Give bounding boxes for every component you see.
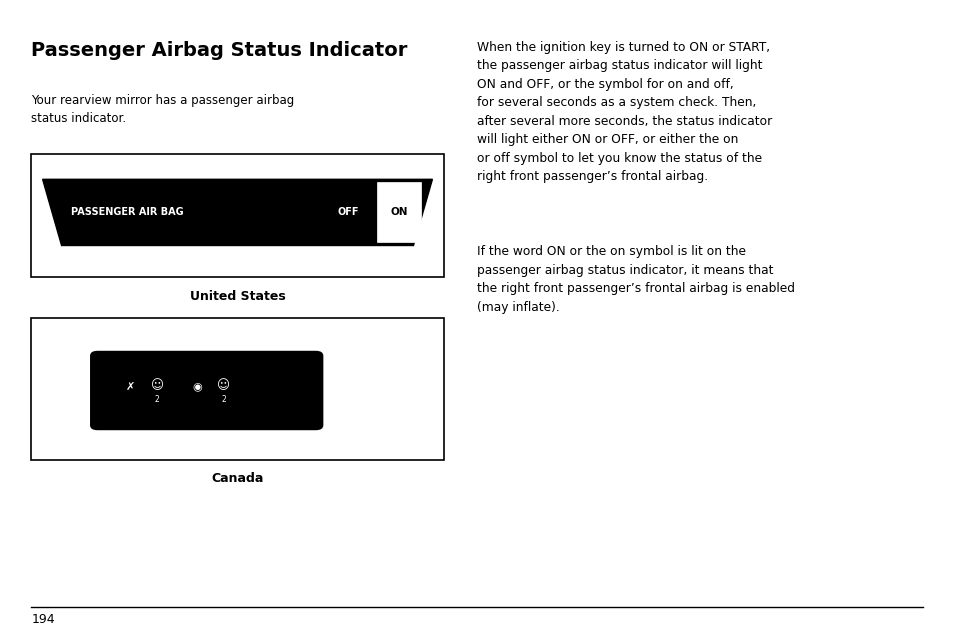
FancyBboxPatch shape <box>31 318 443 460</box>
Text: Your rearview mirror has a passenger airbag
status indicator.: Your rearview mirror has a passenger air… <box>31 94 294 125</box>
Text: ☺: ☺ <box>151 379 164 392</box>
Text: 2: 2 <box>154 396 159 404</box>
Text: Canada: Canada <box>212 473 263 485</box>
Text: 2: 2 <box>221 396 226 404</box>
Polygon shape <box>43 179 432 245</box>
Text: ◉: ◉ <box>193 382 202 392</box>
Text: ✗: ✗ <box>126 382 135 392</box>
Text: United States: United States <box>190 289 285 303</box>
FancyBboxPatch shape <box>31 154 443 277</box>
Text: When the ignition key is turned to ON or START,
the passenger airbag status indi: When the ignition key is turned to ON or… <box>476 41 771 183</box>
Text: ON: ON <box>390 207 408 218</box>
Text: ☺: ☺ <box>217 379 230 392</box>
Text: Passenger Airbag Status Indicator: Passenger Airbag Status Indicator <box>31 41 407 60</box>
Text: OFF: OFF <box>337 207 358 218</box>
Text: PASSENGER AIR BAG: PASSENGER AIR BAG <box>71 207 184 218</box>
Text: 194: 194 <box>31 613 55 626</box>
FancyBboxPatch shape <box>377 183 420 242</box>
FancyBboxPatch shape <box>90 351 323 430</box>
Text: If the word ON or the on symbol is lit on the
passenger airbag status indicator,: If the word ON or the on symbol is lit o… <box>476 245 794 314</box>
